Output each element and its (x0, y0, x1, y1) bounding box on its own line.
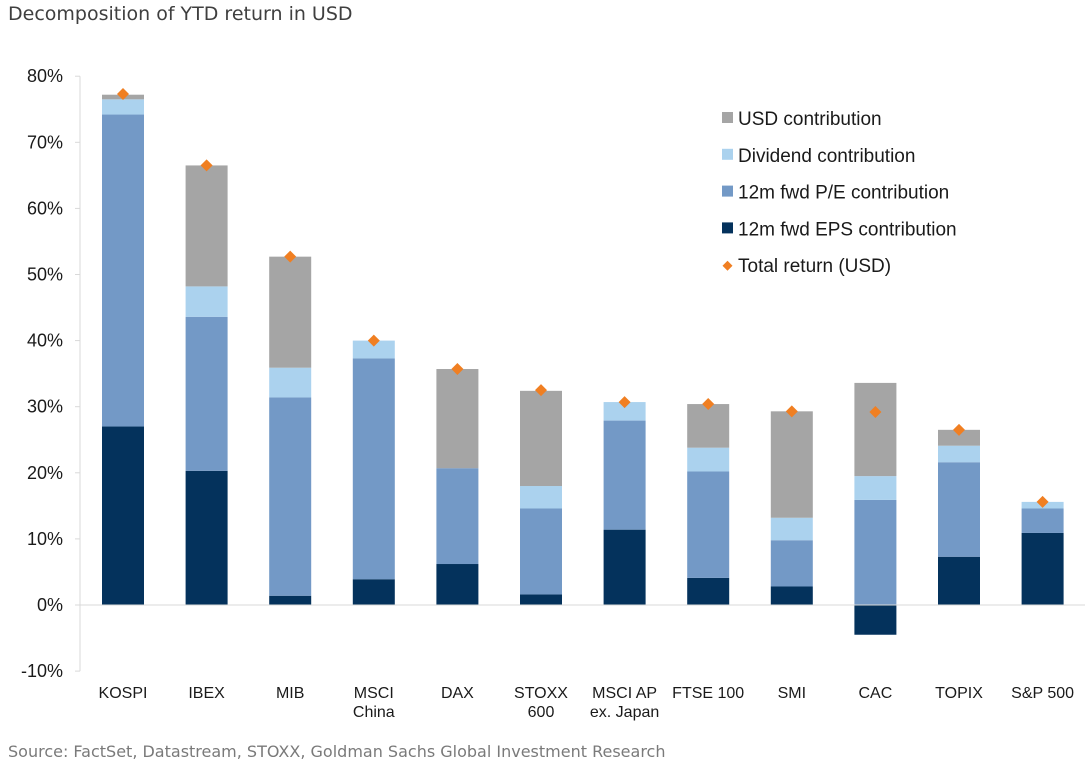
bar-segment (854, 382, 897, 477)
bar-segment (102, 99, 144, 115)
bar-segment (352, 340, 395, 359)
y-tick-label: 40% (27, 331, 63, 351)
bar-segment (520, 486, 562, 509)
x-tick-label: IBEX (188, 685, 225, 702)
total-return-marker (535, 384, 547, 397)
legend-label: Total return (USD) (738, 256, 891, 277)
legend-swatch (722, 222, 733, 234)
bar-segment (269, 397, 312, 596)
legend-swatch (722, 185, 733, 197)
bar-segment (102, 426, 144, 605)
y-tick-label: 80% (27, 66, 63, 86)
bar-segment (269, 256, 312, 368)
bar-segment (269, 367, 312, 398)
bar-segment (603, 402, 646, 421)
bar-segment (185, 286, 228, 317)
total-return-marker (117, 88, 129, 101)
bar-segment (185, 316, 228, 471)
total-return-marker (618, 396, 631, 409)
x-tick-label: ex. Japan (590, 704, 659, 721)
x-tick-label: STOXX (514, 685, 568, 702)
x-tick-label: TOPIX (935, 685, 983, 702)
legend-label: Dividend contribution (738, 146, 915, 167)
y-tick-label: 60% (27, 198, 63, 218)
bar-segment (1021, 508, 1064, 533)
x-tick-label: MIB (276, 685, 304, 702)
chart-title: Decomposition of YTD return in USD (8, 3, 353, 25)
y-tick-label: 50% (27, 265, 63, 285)
total-return-marker (785, 405, 798, 418)
x-tick-label: MSCI AP (592, 685, 657, 702)
bar-segment (520, 390, 562, 487)
y-tick-label: 70% (27, 132, 63, 152)
x-tick-label: China (353, 704, 395, 721)
y-tick-label: 30% (27, 397, 63, 417)
bar-segment (770, 586, 813, 605)
x-tick-label: MSCI (354, 685, 394, 702)
legend-label: USD contribution (738, 109, 882, 130)
total-return-marker (451, 363, 464, 376)
bar-segment (269, 595, 312, 605)
bar-segment (520, 594, 562, 605)
total-return-marker (367, 334, 380, 347)
bar-segment (185, 470, 228, 605)
total-return-marker (1036, 495, 1049, 508)
total-return-marker (869, 405, 882, 418)
bar-segment (770, 411, 813, 518)
bar-segment (352, 358, 395, 580)
y-tick-label: 10% (27, 529, 63, 549)
y-tick-label: 20% (27, 463, 63, 483)
bar-segment (938, 445, 980, 463)
x-tick-label: SMI (778, 685, 806, 702)
bar-segment (854, 476, 897, 500)
x-tick-label: 600 (528, 704, 555, 721)
bar-segment (687, 447, 730, 472)
bar-segment (436, 369, 479, 469)
y-tick-label: 0% (37, 595, 63, 615)
bar-segment (102, 114, 144, 427)
bar-segment (938, 462, 980, 557)
legend-label: 12m fwd EPS contribution (738, 219, 957, 240)
bar-segment (352, 579, 395, 605)
legend-label: 12m fwd P/E contribution (738, 183, 949, 204)
y-tick-label: -10% (21, 661, 63, 681)
x-tick-label: CAC (859, 685, 893, 702)
legend-swatch (722, 148, 733, 160)
x-tick-label: KOSPI (99, 685, 148, 702)
bar-segment (436, 468, 479, 565)
bar-segment (185, 165, 228, 287)
bar-segment (687, 471, 730, 578)
total-return-marker (953, 423, 965, 436)
total-return-marker (702, 398, 715, 411)
legend-swatch (722, 112, 733, 123)
bar-segment (687, 577, 730, 605)
bar-segment (938, 556, 980, 605)
bar-segment (938, 429, 980, 446)
source-note: Source: FactSet, Datastream, STOXX, Gold… (8, 742, 666, 761)
bar-segment (770, 540, 813, 587)
bar-segment (603, 420, 646, 530)
x-tick-label: S&P 500 (1011, 685, 1074, 702)
total-return-marker (200, 159, 213, 172)
x-tick-label: DAX (441, 685, 474, 702)
bar-segment (436, 564, 479, 605)
bar-segment (520, 508, 562, 595)
bar-segment (687, 404, 730, 448)
x-tick-label: FTSE 100 (672, 685, 744, 702)
legend-marker (722, 260, 733, 271)
bar-segment (854, 499, 897, 605)
total-return-marker (284, 250, 297, 263)
bar-segment (770, 517, 813, 541)
bar-segment (1021, 532, 1064, 605)
bar-segment (854, 605, 897, 635)
bar-segment (603, 529, 646, 605)
